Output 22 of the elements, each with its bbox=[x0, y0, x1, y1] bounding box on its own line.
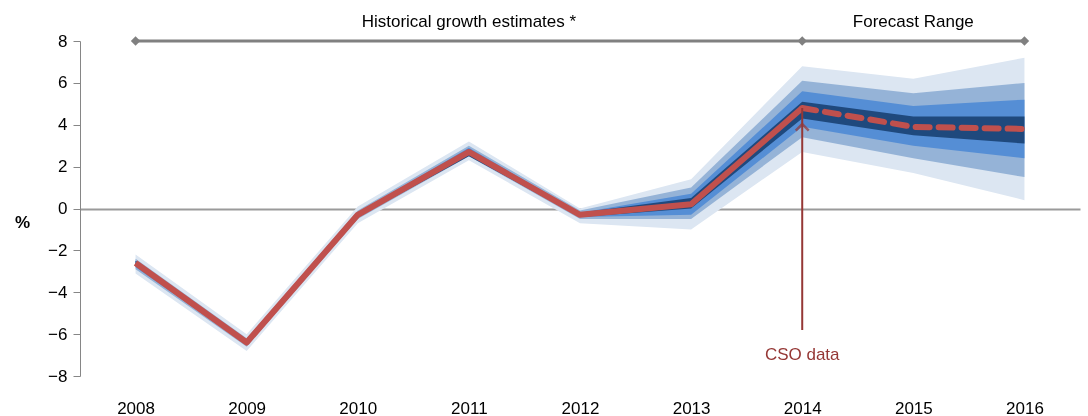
y-tick-label: −4 bbox=[48, 282, 68, 302]
x-tick-label: 2009 bbox=[228, 398, 267, 416]
x-tick-label: 2011 bbox=[451, 398, 488, 416]
x-tick-label: 2010 bbox=[339, 398, 378, 416]
x-tick-label: 2014 bbox=[783, 398, 822, 416]
x-tick-label: 2016 bbox=[1006, 398, 1044, 416]
x-tick-label: 2013 bbox=[672, 398, 711, 416]
y-tick-label: 0 bbox=[58, 199, 68, 218]
y-tick-label: −2 bbox=[48, 240, 68, 260]
y-tick-label: −6 bbox=[48, 324, 68, 344]
y-tick-label: 8 bbox=[58, 31, 68, 51]
y-axis-title: % bbox=[14, 212, 31, 232]
x-tick-label: 2015 bbox=[894, 398, 933, 416]
y-tick-label: 4 bbox=[58, 115, 68, 135]
x-tick-label: 2012 bbox=[561, 398, 600, 416]
text: Historical growth estimates * bbox=[361, 12, 577, 31]
y-tick-label: 6 bbox=[58, 73, 68, 93]
x-tick-label: 2008 bbox=[117, 398, 155, 416]
y-tick-label: 2 bbox=[58, 157, 68, 177]
y-tick-label: −8 bbox=[48, 366, 68, 386]
annotation: CSO data bbox=[764, 345, 841, 364]
text: Forecast Range bbox=[852, 12, 974, 31]
